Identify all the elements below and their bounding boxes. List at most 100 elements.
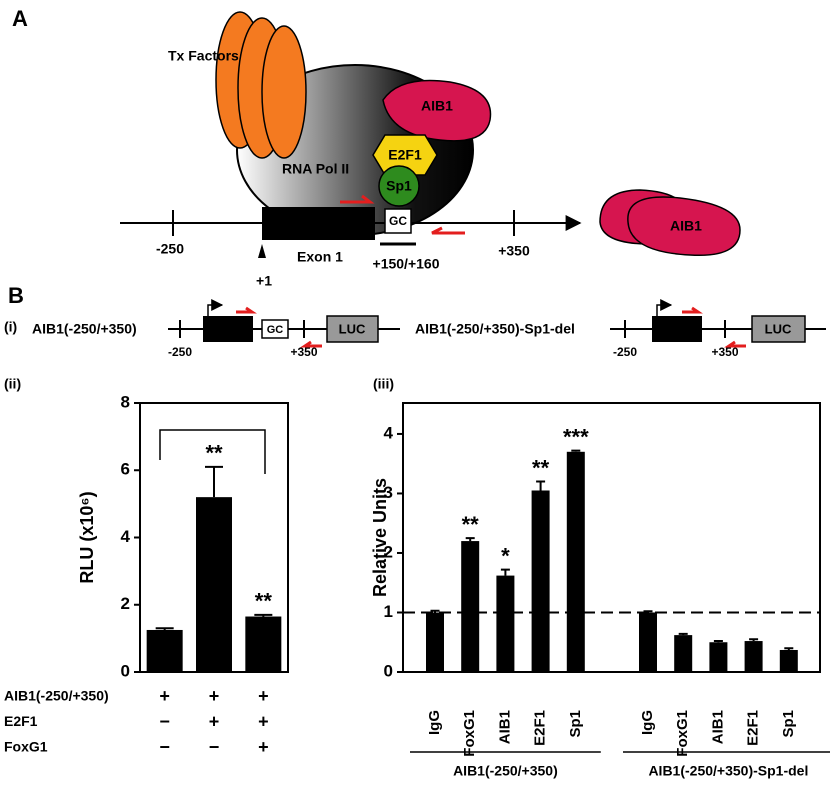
treatment-sign: + [258, 711, 269, 731]
y-tick-label: 3 [384, 483, 393, 502]
error-bar [155, 627, 174, 630]
y-tick-label: 1 [384, 602, 393, 621]
bar [744, 641, 763, 672]
y-axis-label: Relative Units [370, 478, 390, 597]
primer-arrow [431, 226, 465, 235]
primer-arrow [724, 340, 746, 348]
significance: *** [563, 424, 589, 449]
x-tick-label: E2F1 [532, 710, 549, 746]
luc-box [326, 315, 379, 343]
position-label: +350 [290, 345, 317, 359]
position-label: -250 [613, 345, 637, 359]
position-label: +350 [711, 345, 738, 359]
bar [196, 497, 232, 672]
significance: ** [205, 441, 223, 466]
primer-arrow [236, 306, 257, 314]
bar [496, 575, 515, 672]
treatment-label: FoxG1 [4, 739, 48, 755]
position-label: +350 [498, 243, 530, 259]
treatment-sign: − [209, 737, 220, 757]
bar [531, 490, 550, 672]
significance: * [501, 543, 510, 568]
significance: ** [462, 512, 480, 537]
treatment-sign: + [258, 737, 269, 757]
primer-arrow [682, 306, 703, 314]
y-tick-label: 2 [121, 594, 130, 613]
panel-label: B [8, 283, 24, 308]
group-label: AIB1(-250/+350) [453, 763, 558, 779]
x-tick-label: Sp1 [567, 710, 584, 738]
position-label: -250 [156, 241, 184, 257]
x-tick-label: IgG [639, 710, 656, 735]
x-tick-label: E2F1 [745, 710, 762, 746]
primer-arrow [300, 340, 322, 348]
error-bar [713, 640, 723, 643]
bar [779, 649, 798, 672]
y-axis-label: RLU (x10⁶) [77, 491, 97, 583]
y-tick-label: 4 [384, 423, 394, 442]
gc-label: GC [389, 214, 407, 228]
error-bar [678, 632, 688, 636]
bar [461, 541, 480, 672]
bar [674, 635, 693, 672]
bar [566, 451, 585, 672]
bar [709, 642, 728, 672]
error-bar [571, 449, 581, 452]
x-tick-label: FoxG1 [461, 710, 478, 757]
error-bar [500, 568, 510, 576]
treatment-sign: + [209, 711, 220, 731]
error-bar [749, 638, 759, 642]
error-bar [784, 647, 794, 650]
position-label: +1 [256, 273, 272, 289]
significance: ** [532, 455, 550, 480]
panel-label: A [12, 6, 28, 31]
tss-marker [258, 244, 266, 258]
error-bar [643, 610, 653, 613]
error-bar [536, 480, 546, 491]
y-tick-label: 8 [121, 392, 130, 411]
x-tick-label: Sp1 [780, 710, 797, 738]
treatment-label: E2F1 [4, 713, 38, 729]
primer-arrow [340, 194, 375, 204]
e2f1-label: E2F1 [388, 147, 422, 163]
x-tick-label: AIB1 [709, 710, 726, 744]
x-tick-label: AIB1 [496, 710, 513, 744]
y-tick-label: 2 [384, 542, 393, 561]
error-bar [430, 609, 440, 613]
treatment-sign: + [258, 686, 269, 706]
exon-box [652, 316, 702, 342]
position-label: -250 [168, 345, 192, 359]
e2f1-shape [372, 134, 438, 176]
tx-factor-shape [261, 25, 307, 159]
bar [245, 616, 282, 672]
luc-label: LUC [765, 321, 792, 336]
aib1-label: AIB1 [421, 98, 453, 114]
exon-box [203, 316, 253, 342]
error-bar [205, 465, 223, 498]
treatment-sign: + [159, 686, 170, 706]
significance: ** [255, 589, 273, 614]
y-tick-label: 0 [384, 661, 393, 680]
x-tick-label: IgG [426, 710, 443, 735]
exon-box [262, 207, 375, 240]
aib1-label: AIB1 [670, 218, 702, 234]
plot-frame [402, 402, 821, 673]
bar [146, 629, 183, 672]
sp1-label: Sp1 [386, 178, 412, 194]
luc-box [751, 315, 806, 343]
luc-label: LUC [339, 321, 366, 336]
bar [426, 612, 444, 672]
aib1-shape [627, 196, 741, 257]
treatment-label: AIB1(-250/+350) [4, 688, 109, 704]
treatment-sign: − [159, 737, 170, 757]
sub-panel-label: (iii) [373, 376, 394, 392]
treatment-sign: + [209, 686, 220, 706]
error-bar [465, 537, 475, 542]
sub-panel-label: (ii) [4, 376, 21, 392]
promoter-diagram: Tx Factors RNA Pol II AIB1 E2F1 Sp1 GC -… [120, 11, 741, 289]
constructs: (i) AIB1(-250/+350) GC LUC -250 +350 AIB… [4, 299, 826, 359]
tss-arrow [207, 299, 224, 316]
exon-label: Exon 1 [297, 249, 343, 265]
bar [639, 612, 657, 672]
